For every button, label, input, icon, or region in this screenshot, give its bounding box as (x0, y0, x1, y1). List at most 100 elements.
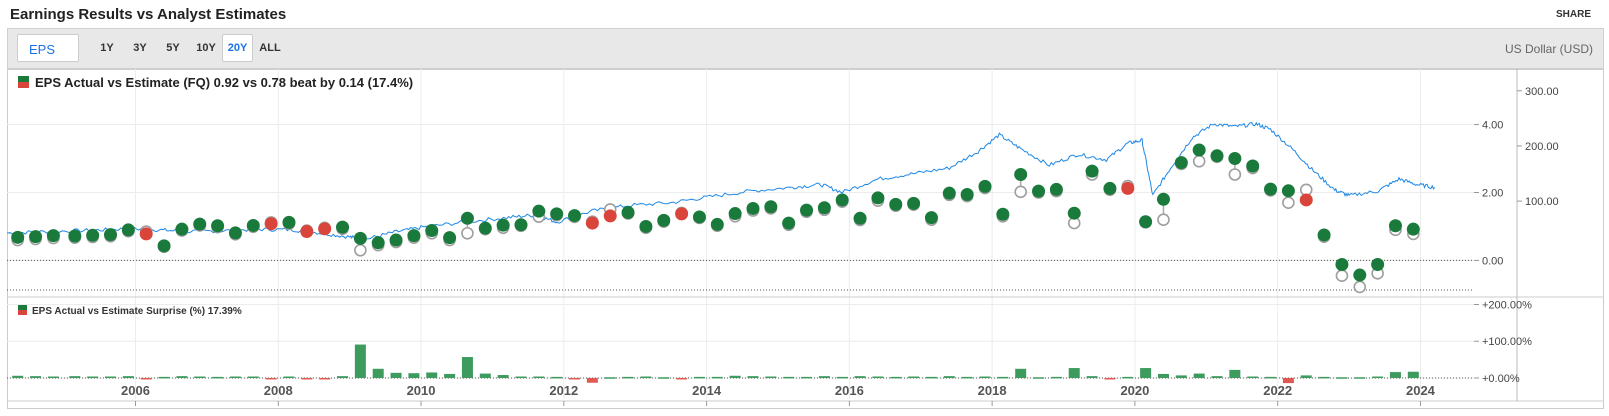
actual-point (1085, 164, 1099, 178)
surprise-bar (943, 376, 955, 378)
surprise-bar (676, 377, 688, 380)
actual-point (139, 227, 153, 241)
actual-point (68, 229, 82, 243)
surprise-bar (1193, 373, 1205, 378)
actual-point (389, 233, 403, 247)
surprise-bar (765, 376, 777, 379)
surprise-bar (515, 376, 527, 379)
actual-point (1264, 182, 1278, 196)
range-1y-button[interactable]: 1Y (100, 42, 114, 54)
actual-point (728, 207, 742, 221)
actual-point (657, 213, 671, 227)
surprise-bar (890, 376, 902, 379)
surprise-legend-text: EPS Actual vs Estimate Surprise (%) 17.3… (32, 306, 242, 317)
x-tick-label: 2022 (1263, 383, 1292, 398)
actual-point (246, 218, 260, 232)
actual-point (853, 211, 867, 225)
x-tick-label: 2010 (407, 383, 436, 398)
surprise-y-tick-label: +200.00% (1482, 300, 1532, 312)
estimate-point (1192, 154, 1206, 168)
actual-point (1067, 206, 1081, 220)
surprise-bar (569, 377, 581, 380)
actual-point (1335, 258, 1349, 272)
surprise-bar (604, 377, 616, 379)
toolbar: EPS 1Y 3Y 5Y 10Y 20Y ALL US Dollar (USD) (7, 28, 1604, 69)
actual-point (86, 228, 100, 242)
actual-point (407, 229, 421, 243)
actual-point (978, 179, 992, 193)
surprise-bar (497, 375, 509, 378)
range-20y-button[interactable]: 20Y (222, 34, 253, 62)
range-all-button[interactable]: ALL (259, 42, 281, 54)
x-tick-label: 2008 (264, 383, 293, 398)
surprise-bar (1247, 376, 1259, 379)
actual-point (1032, 184, 1046, 198)
main-legend-text: EPS Actual vs Estimate (FQ) 0.92 vs 0.78… (35, 75, 413, 90)
surprise-bar (47, 376, 59, 379)
actual-point (675, 207, 689, 221)
surprise-bar (1265, 376, 1277, 379)
actual-point (1299, 193, 1313, 207)
actual-point (550, 207, 564, 221)
surprise-bar (1211, 376, 1223, 378)
surprise-bar (247, 376, 259, 379)
y2-tick-label: 100.00 (1525, 196, 1559, 208)
actual-point (282, 215, 296, 229)
axes: 4.00 2.00 0.00 300.00 200.00 100.00 +200.00% +1… (121, 86, 1559, 406)
actual-point (532, 204, 546, 218)
actual-point (1246, 159, 1260, 173)
actual-point (1192, 143, 1206, 157)
actual-point (478, 221, 492, 235)
surprise-bar (908, 376, 920, 379)
surprise-bar (461, 357, 473, 378)
y2-tick-label: 200.00 (1525, 141, 1559, 153)
actual-point (568, 209, 582, 223)
estimate-point (1157, 213, 1170, 226)
metric-select[interactable]: EPS (17, 34, 79, 62)
currency-label: US Dollar (USD) (1504, 42, 1593, 56)
chart-area: 4.00 2.00 0.00 300.00 200.00 100.00 +200.00% +1… (6, 69, 1604, 409)
surprise-bar (836, 376, 848, 379)
actual-point (782, 216, 796, 230)
share-button[interactable]: SHARE (1555, 9, 1591, 20)
actual-point (817, 201, 831, 215)
actual-point (460, 211, 474, 225)
legend-surprise-pos-swatch (18, 305, 27, 310)
surprise-bar (729, 375, 741, 378)
actual-point (104, 228, 118, 242)
actual-point (1388, 219, 1402, 233)
actual-point (1210, 149, 1224, 163)
actual-point (1103, 181, 1117, 195)
actual-point (639, 219, 653, 233)
surprise-bar (140, 377, 152, 380)
range-10y-button[interactable]: 10Y (196, 42, 216, 54)
surprise-bar (997, 376, 1009, 379)
actual-point (175, 222, 189, 236)
surprise-bar (979, 376, 991, 379)
surprise-bar (479, 373, 491, 378)
x-tick-label: 2018 (978, 383, 1007, 398)
actual-point (11, 230, 25, 244)
actual-point (353, 231, 367, 245)
main-legend: EPS Actual vs Estimate (FQ) 0.92 vs 0.78… (18, 75, 413, 90)
surprise-bar (961, 376, 973, 379)
actual-point (1174, 156, 1188, 170)
surprise-bar (354, 344, 366, 378)
surprise-bar (1229, 369, 1241, 378)
surprise-bar (1175, 375, 1187, 378)
x-tick-label: 2020 (1120, 383, 1149, 398)
actual-point (371, 236, 385, 250)
surprise-bar (1015, 368, 1027, 378)
surprise-bar (176, 376, 188, 378)
surprise-bar (105, 376, 117, 379)
surprise-bar (1122, 376, 1134, 379)
actual-point (228, 226, 242, 240)
actual-point (443, 231, 457, 245)
surprise-bar (693, 376, 705, 379)
range-3y-button[interactable]: 3Y (133, 42, 147, 54)
actual-point (1156, 192, 1170, 206)
x-tick-label: 2012 (549, 383, 578, 398)
surprise-bar (801, 376, 813, 379)
range-5y-button[interactable]: 5Y (166, 42, 180, 54)
earnings-chart[interactable]: 4.00 2.00 0.00 300.00 200.00 100.00 +200.00% +1… (6, 69, 1604, 409)
